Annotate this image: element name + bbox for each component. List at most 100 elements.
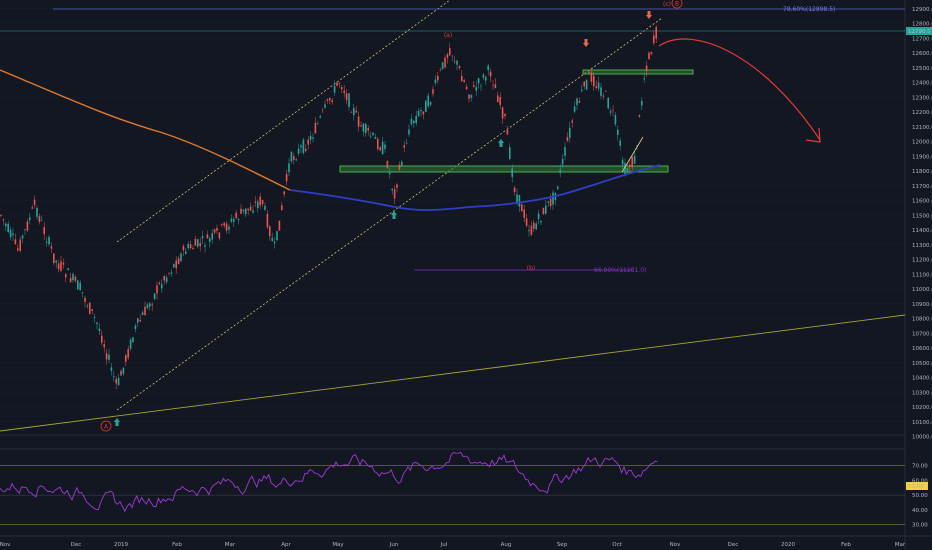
- wave-b-circle: [671, 0, 683, 9]
- time-tick-label: May: [332, 542, 344, 548]
- candle: [569, 127, 571, 138]
- candle: [29, 217, 31, 221]
- candle: [341, 87, 343, 90]
- candle: [475, 87, 477, 91]
- candle: [317, 123, 319, 125]
- candle: [132, 337, 134, 342]
- candle: [249, 206, 252, 211]
- candle: [103, 344, 105, 348]
- candle: [189, 244, 192, 249]
- price-tick-label: 10400.0: [912, 376, 932, 382]
- rsi-tick-label: 50.00: [912, 493, 928, 499]
- candle: [521, 204, 523, 212]
- candle: [355, 110, 357, 113]
- candle: [5, 223, 7, 227]
- candle: [624, 163, 626, 175]
- rsi-value-tag: [906, 482, 928, 490]
- candle: [31, 207, 33, 209]
- candle: [432, 89, 434, 94]
- wave-a-paren-label: (a): [444, 32, 452, 39]
- candle: [393, 189, 396, 199]
- price-axis: 12900.0 12800.0 12700.0 12600.0 12500.0 12400…: [912, 7, 932, 441]
- candle: [626, 168, 629, 172]
- candle: [9, 230, 12, 238]
- candle: [43, 227, 45, 235]
- candle: [96, 322, 98, 325]
- candle: [307, 139, 309, 145]
- candle: [137, 318, 139, 323]
- candle: [237, 218, 240, 221]
- candle: [427, 95, 429, 107]
- time-tick-label: Oct: [612, 542, 622, 548]
- time-tick-label: Jul: [440, 542, 448, 548]
- candle: [101, 335, 103, 343]
- time-axis: Nov Dec 2019 Feb Mar Apr May Jun Jul Aug Sep Oct Nov…: [0, 542, 906, 548]
- candle: [581, 89, 583, 91]
- candle: [456, 60, 458, 65]
- candle: [600, 87, 602, 96]
- price-tick-label: 12800.0: [912, 22, 932, 28]
- candle: [14, 239, 17, 244]
- candle: [158, 282, 161, 285]
- candle: [374, 137, 377, 139]
- candle: [33, 199, 36, 205]
- time-tick-label: Dec: [71, 542, 82, 548]
- candle: [194, 238, 197, 246]
- candle: [506, 129, 509, 135]
- candle: [110, 367, 113, 372]
- candle: [444, 57, 446, 68]
- price-tick-label: 12600.0: [912, 51, 932, 57]
- candle: [468, 94, 470, 99]
- candle: [449, 48, 451, 56]
- candle: [439, 69, 441, 71]
- rsi-gridlines: [0, 465, 905, 525]
- price-tick-label: 10100.0: [912, 420, 932, 426]
- candle: [21, 235, 24, 239]
- candles-group: [0, 25, 657, 390]
- time-tick-label: Jun: [389, 542, 399, 548]
- candle: [343, 90, 345, 93]
- candle: [295, 159, 297, 161]
- candle: [437, 76, 439, 81]
- price-tick-label: 12700.0: [912, 36, 932, 42]
- candle: [247, 208, 249, 211]
- candle: [641, 100, 643, 106]
- rsi-axis: 70.00 60.00 50.00 40.00 30.00: [912, 464, 928, 529]
- support-zone-upper: [582, 69, 694, 75]
- candle: [573, 106, 576, 112]
- candle: [470, 94, 473, 98]
- candle: [453, 61, 456, 62]
- candle: [528, 230, 530, 232]
- candle: [187, 243, 189, 249]
- price-tick-label: 11600.0: [912, 199, 932, 205]
- price-tick-label: 11000.0: [912, 287, 932, 293]
- candle: [566, 137, 569, 141]
- candle: [379, 147, 381, 151]
- candle: [163, 275, 165, 281]
- candle: [225, 223, 228, 231]
- candle: [533, 222, 535, 229]
- candle: [336, 82, 338, 86]
- candle: [38, 216, 41, 222]
- candle: [504, 113, 506, 117]
- candle: [235, 212, 237, 219]
- candle: [564, 147, 566, 156]
- candle: [636, 145, 638, 147]
- candle: [583, 81, 585, 87]
- candle: [578, 101, 581, 103]
- candle: [242, 209, 245, 212]
- candle: [391, 188, 393, 191]
- candle: [609, 111, 612, 113]
- rsi-tick-label: 40.00: [912, 508, 928, 514]
- rsi-tick-label: 70.00: [912, 464, 928, 470]
- candle: [177, 258, 180, 265]
- arrow-down-sep: [583, 39, 589, 47]
- candle: [516, 194, 518, 203]
- candle: [2, 219, 5, 221]
- candle: [261, 200, 264, 205]
- candle: [396, 184, 398, 188]
- oct-trend-line: [621, 136, 644, 173]
- candle: [333, 85, 336, 93]
- candle: [7, 223, 9, 233]
